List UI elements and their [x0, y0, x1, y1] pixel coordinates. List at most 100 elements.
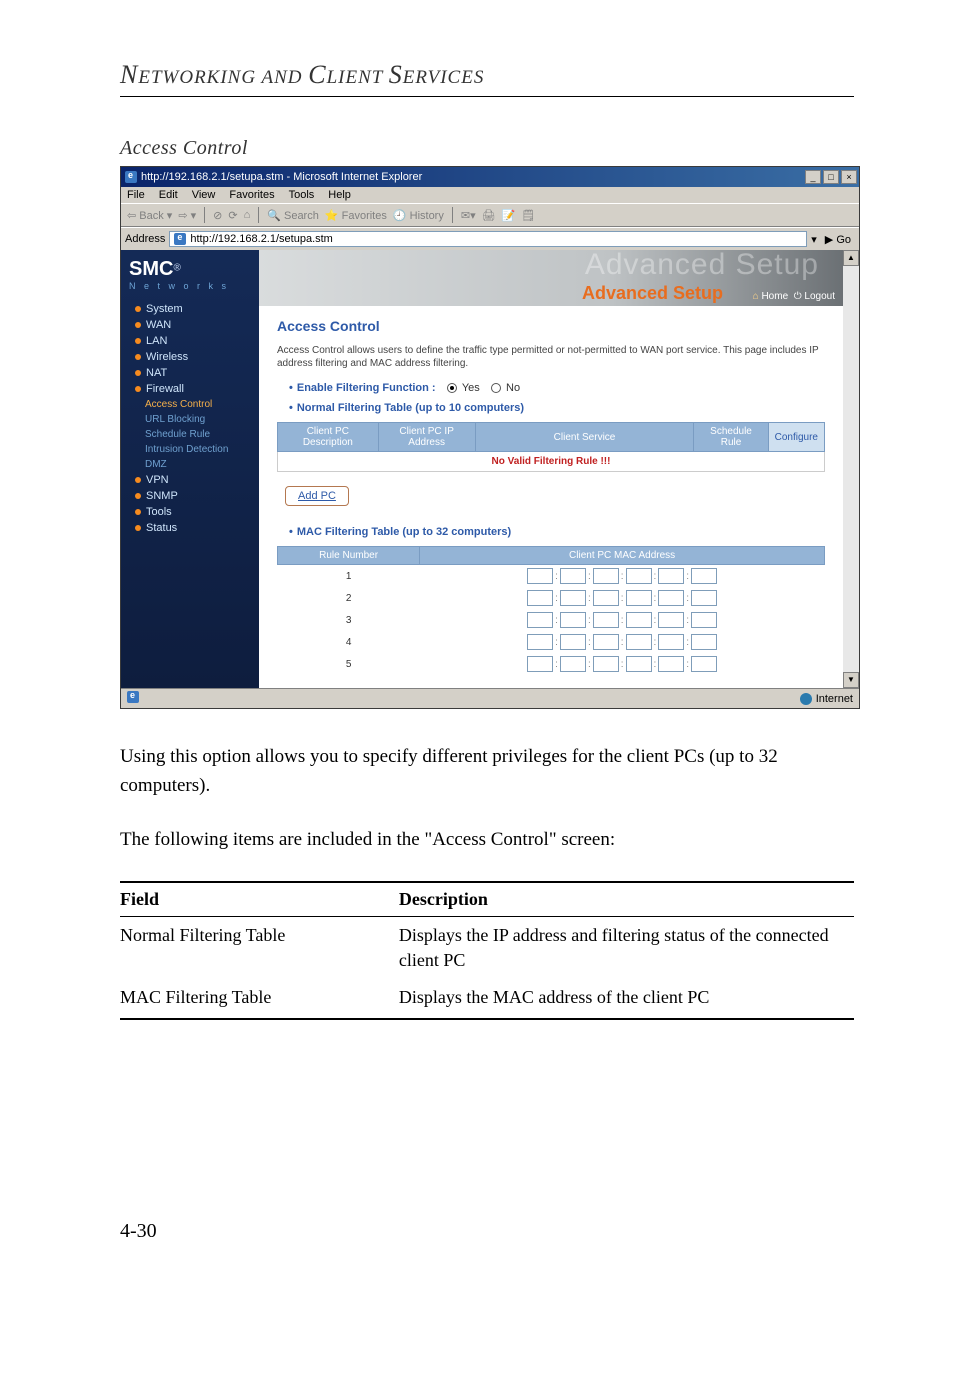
mac-octet[interactable] [527, 568, 553, 584]
minimize-button[interactable]: _ [805, 170, 821, 184]
mac-octet[interactable] [593, 612, 619, 628]
mail-button[interactable]: ✉▾ [461, 209, 476, 222]
globe-icon [800, 693, 812, 705]
mac-octet[interactable] [626, 634, 652, 650]
mac-octet[interactable] [560, 656, 586, 672]
logo-text: SMC [129, 258, 173, 280]
col-client-service: Client Service [475, 423, 694, 452]
add-pc-button[interactable]: Add PC [285, 486, 349, 506]
running-head: NETWORKING AND CLIENT SERVICES [120, 60, 854, 90]
nav-nat[interactable]: NAT [121, 365, 259, 381]
col-configure[interactable]: Configure [768, 423, 824, 452]
mac-octet[interactable] [626, 568, 652, 584]
mac-octet[interactable] [691, 568, 717, 584]
home-button[interactable]: ⌂ [244, 209, 251, 221]
nav-firewall[interactable]: Firewall [121, 381, 259, 397]
nav-dmz[interactable]: DMZ [121, 457, 259, 472]
mac-octet[interactable] [658, 656, 684, 672]
scroll-up[interactable]: ▲ [843, 250, 859, 266]
menu-file[interactable]: File [127, 189, 145, 201]
nav-tools[interactable]: Tools [121, 504, 259, 520]
mac-row: 3::::: [278, 609, 825, 631]
address-label: Address [125, 233, 165, 245]
mac-octet[interactable] [658, 634, 684, 650]
mac-octet[interactable] [691, 656, 717, 672]
mac-octet[interactable] [560, 568, 586, 584]
mac-octet[interactable] [658, 568, 684, 584]
logout-link[interactable]: Logout [804, 291, 835, 302]
mac-octet[interactable] [527, 656, 553, 672]
mac-octet[interactable] [593, 568, 619, 584]
mac-octet[interactable] [691, 634, 717, 650]
back-button[interactable]: ⇦ Back ▾ [127, 209, 172, 222]
ie-page-icon [174, 233, 186, 245]
mac-octet[interactable] [691, 612, 717, 628]
favorites-button[interactable]: ⭐ Favorites [325, 209, 387, 222]
nav-intrusion-detection[interactable]: Intrusion Detection [121, 442, 259, 457]
mac-octet[interactable] [527, 590, 553, 606]
menu-help[interactable]: Help [328, 189, 351, 201]
mac-octet[interactable] [593, 656, 619, 672]
address-bar: Address http://192.168.2.1/setupa.stm ▾ … [121, 227, 859, 250]
go-button[interactable]: ▶ Go [821, 233, 855, 246]
body-paragraph-1: Using this option allows you to specify … [120, 743, 854, 800]
address-dropdown[interactable]: ▾ [811, 233, 817, 246]
scroll-down[interactable]: ▼ [843, 672, 859, 688]
nav-status[interactable]: Status [121, 520, 259, 536]
mac-octet[interactable] [560, 590, 586, 606]
menu-favorites[interactable]: Favorites [229, 189, 274, 201]
menu-tools[interactable]: Tools [289, 189, 315, 201]
menu-edit[interactable]: Edit [159, 189, 178, 201]
mac-row: 1::::: [278, 565, 825, 588]
address-input[interactable]: http://192.168.2.1/setupa.stm [169, 231, 807, 247]
maximize-button[interactable]: □ [823, 170, 839, 184]
mac-octet[interactable] [527, 612, 553, 628]
mac-octet[interactable] [527, 634, 553, 650]
no-rule-msg: No Valid Filtering Rule !!! [278, 452, 825, 472]
nav-wan[interactable]: WAN [121, 317, 259, 333]
logout-icon[interactable]: ⏻ [794, 291, 802, 302]
close-button[interactable]: × [841, 170, 857, 184]
forward-button[interactable]: ⇨ ▾ [178, 209, 196, 222]
refresh-button[interactable]: ⟳ [228, 209, 237, 222]
nav-system[interactable]: System [121, 301, 259, 317]
stop-button[interactable]: ⊘ [213, 209, 222, 222]
mac-octet[interactable] [658, 590, 684, 606]
mac-row: 4::::: [278, 631, 825, 653]
mac-octet[interactable] [560, 612, 586, 628]
history-button[interactable]: 🕘 History [393, 209, 444, 222]
statusbar: Internet [121, 688, 859, 708]
mac-octet[interactable] [560, 634, 586, 650]
radio-no[interactable] [491, 383, 501, 393]
mac-octet[interactable] [658, 612, 684, 628]
section-title: Access Control [120, 137, 854, 160]
nav-lan[interactable]: LAN [121, 333, 259, 349]
mac-octet[interactable] [593, 590, 619, 606]
mac-octet[interactable] [691, 590, 717, 606]
nav-snmp[interactable]: SNMP [121, 488, 259, 504]
ie-icon [125, 171, 137, 183]
discuss-button[interactable]: 🗒 [521, 209, 535, 222]
scrollbar[interactable]: ▲ ▼ [843, 250, 859, 688]
mac-octet[interactable] [626, 656, 652, 672]
nav-access-control[interactable]: Access Control [121, 397, 259, 412]
print-button[interactable]: 🖨 [482, 209, 496, 222]
nav-wireless[interactable]: Wireless [121, 349, 259, 365]
edit-button[interactable]: 📝 [502, 209, 516, 222]
browser-window: http://192.168.2.1/setupa.stm - Microsof… [120, 166, 860, 709]
mac-octet[interactable] [593, 634, 619, 650]
nav-url-blocking[interactable]: URL Blocking [121, 412, 259, 427]
mac-octet[interactable] [626, 612, 652, 628]
mac-row: 2::::: [278, 587, 825, 609]
nav-schedule-rule[interactable]: Schedule Rule [121, 427, 259, 442]
mac-octet[interactable] [626, 590, 652, 606]
page-number: 4-30 [120, 1220, 854, 1243]
home-link[interactable]: Home [761, 291, 788, 302]
nav-vpn[interactable]: VPN [121, 472, 259, 488]
search-button[interactable]: 🔍 Search [267, 209, 319, 222]
status-zone: Internet [816, 693, 853, 705]
menu-view[interactable]: View [192, 189, 216, 201]
home-icon[interactable]: ⌂ [753, 291, 759, 302]
radio-yes[interactable] [447, 383, 457, 393]
enable-filtering-row: •Enable Filtering Function : Yes No [289, 382, 825, 394]
